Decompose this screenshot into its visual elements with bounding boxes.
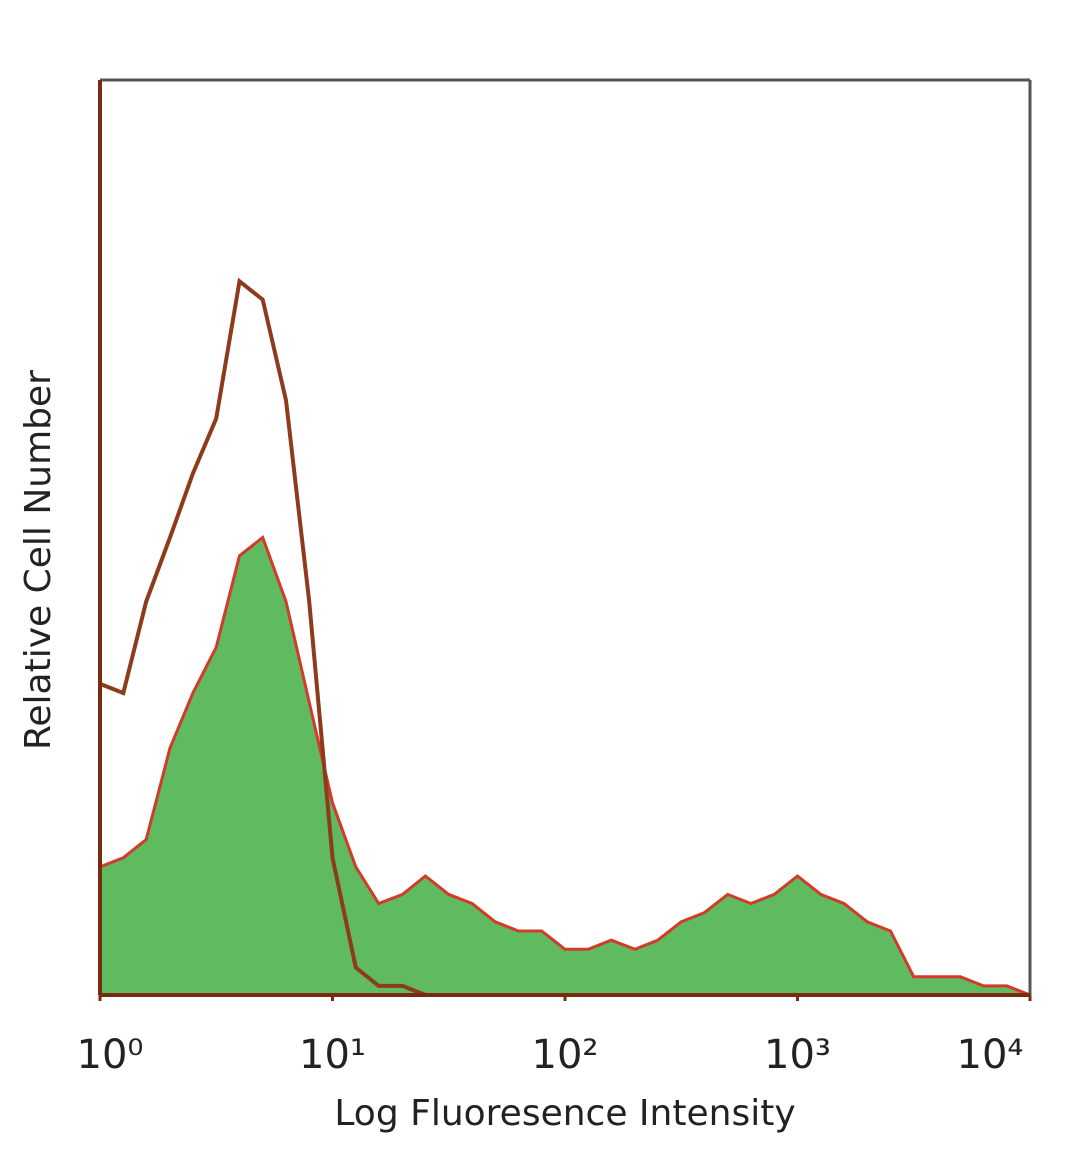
x-tick-label: 10¹ <box>299 1032 366 1078</box>
histogram-area <box>98 535 1031 997</box>
x-tick-label: 10³ <box>764 1032 831 1078</box>
y-axis-title: Relative Cell Number <box>18 370 59 750</box>
x-tick-label: 10⁰ <box>77 1032 144 1078</box>
x-tick-label: 10⁴ <box>957 1032 1024 1078</box>
x-tick-label: 10² <box>532 1032 599 1078</box>
x-axis-title: Log Fluoresence Intensity <box>334 1093 795 1134</box>
